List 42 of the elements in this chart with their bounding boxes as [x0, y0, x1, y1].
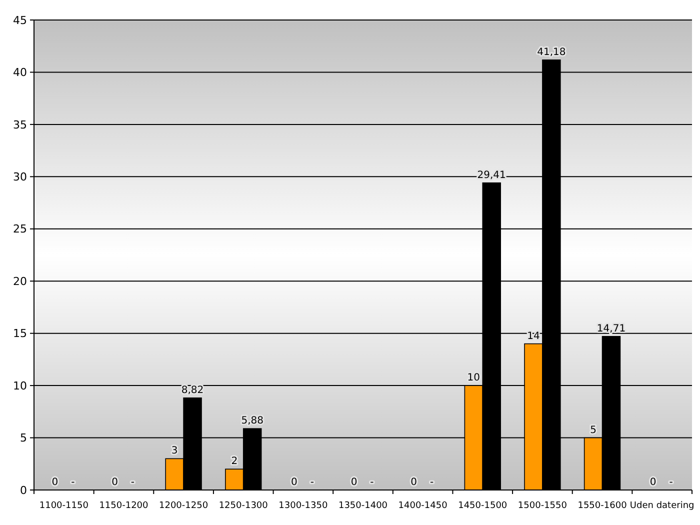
data-label: - — [669, 477, 674, 488]
y-tick-label: 15 — [13, 327, 27, 340]
data-label: 14,71 — [596, 323, 626, 334]
x-tick-label: 1150-1200 — [99, 501, 149, 511]
data-label: 41,18 — [537, 46, 566, 58]
x-tick-label: 1200-1250 — [159, 501, 208, 511]
y-tick-label: 45 — [13, 14, 27, 27]
data-label: 0 — [350, 477, 358, 488]
data-label: 3 — [171, 446, 178, 457]
data-label: - — [130, 477, 135, 488]
x-tick-label: 1450-1500 — [458, 501, 508, 511]
y-tick-label: 0 — [20, 484, 27, 497]
data-label: - — [310, 477, 314, 488]
data-label: - — [370, 477, 374, 488]
data-label: 8,82 — [181, 384, 204, 396]
x-tick-label: 1300-1350 — [278, 501, 328, 511]
data-label: 10 — [467, 372, 480, 384]
y-tick-label: 20 — [13, 274, 27, 288]
data-label: 0 — [410, 477, 418, 488]
x-tick-label: 1250-1300 — [218, 501, 268, 511]
data-label: 0 — [291, 477, 298, 488]
data-label: - — [71, 477, 76, 488]
x-tick-label: Uden datering — [630, 501, 694, 511]
x-tick-label: 1100-1150 — [39, 501, 89, 511]
data-label: 0 — [52, 477, 58, 488]
data-label: - — [430, 477, 434, 488]
y-tick-label: 30 — [13, 170, 27, 184]
data-label: 5 — [590, 424, 596, 436]
data-label: 2 — [231, 456, 238, 468]
x-tick-label: 1550-1600 — [578, 501, 628, 511]
y-tick-label: 35 — [13, 118, 27, 132]
y-tick-label: 25 — [13, 222, 27, 236]
x-tick-label: 1350-1400 — [338, 501, 388, 511]
y-tick-label: 5 — [20, 432, 27, 445]
y-tick-label: 40 — [13, 66, 27, 80]
data-label: 0 — [650, 477, 656, 488]
data-label: 0 — [112, 477, 118, 488]
x-tick-label: 1500-1550 — [518, 501, 568, 511]
data-label: 14 — [527, 330, 540, 342]
y-tick-label: 10 — [13, 379, 27, 392]
x-tick-label: 1400-1450 — [398, 501, 448, 511]
data-label: 5,88 — [241, 416, 264, 427]
